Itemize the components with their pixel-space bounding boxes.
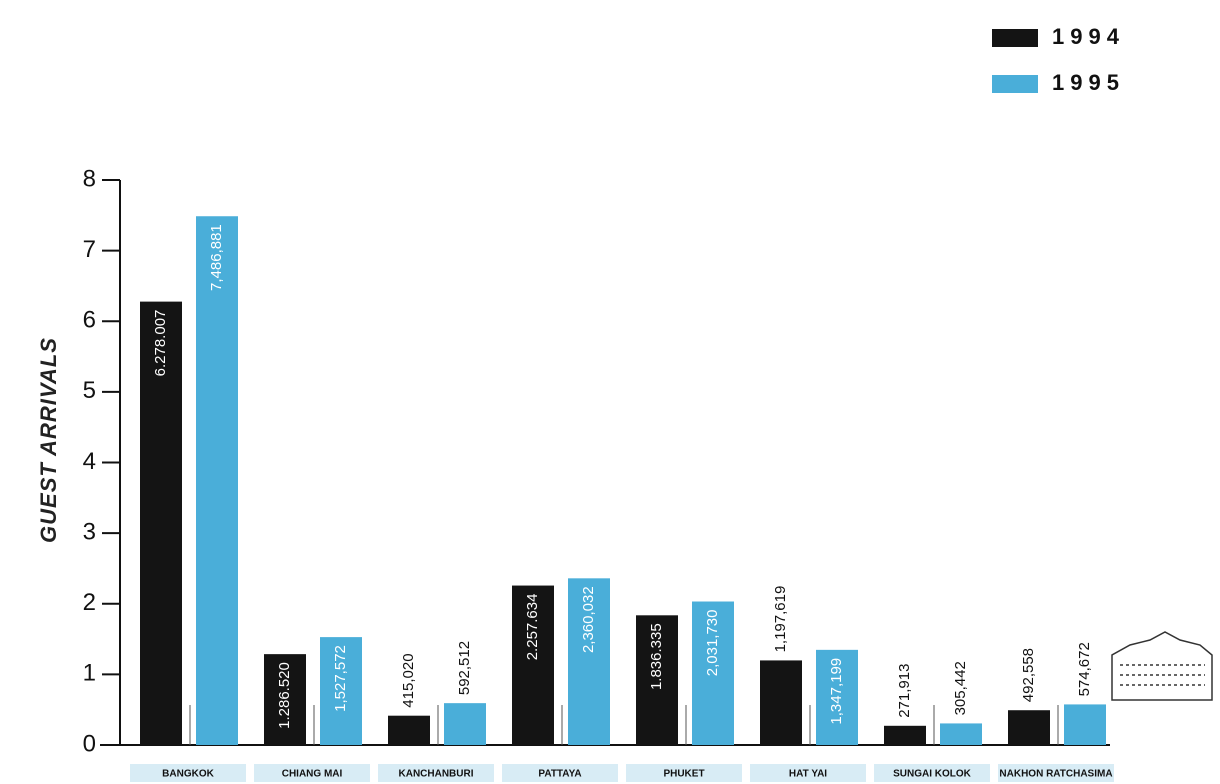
bar [692, 601, 734, 745]
bar [760, 660, 802, 745]
legend-label: 1994 [1052, 24, 1125, 49]
y-tick-label: 3 [83, 518, 96, 545]
value-label: 2,360,032 [580, 586, 597, 653]
y-axis-label: GUEST ARRIVALS [36, 337, 61, 543]
y-tick-label: 2 [83, 589, 96, 616]
value-label: 1.286.520 [276, 662, 293, 729]
value-label: 574,672 [1076, 642, 1093, 696]
value-label: 415,020 [400, 653, 417, 707]
value-label: 1,347,199 [828, 658, 845, 725]
bar [388, 715, 430, 745]
bar [636, 615, 678, 745]
x-tick-label: HAT YAI [789, 769, 827, 780]
x-tick-label: NAKHON RATCHASIMA [999, 769, 1112, 780]
building-icon [1111, 631, 1213, 701]
category-box [502, 764, 618, 782]
x-tick-label: KANCHANBURI [399, 769, 474, 780]
bar [444, 703, 486, 745]
category-box [130, 764, 246, 782]
bar [196, 216, 238, 746]
x-tick-label: SUNGAI KOLOK [893, 769, 972, 780]
category-box [254, 764, 370, 782]
x-tick-label: PHUKET [663, 769, 704, 780]
bar [140, 301, 182, 745]
value-label: 2.257.634 [524, 594, 541, 661]
bar [568, 578, 610, 745]
legend-swatch [992, 75, 1038, 93]
bar [1064, 704, 1106, 745]
x-tick-label: CHIANG MAI [282, 769, 343, 780]
bar [940, 723, 982, 745]
y-tick-label: 7 [83, 236, 96, 263]
y-tick-label: 6 [83, 307, 96, 334]
value-label: 492,558 [1020, 648, 1037, 702]
y-tick-label: 0 [83, 730, 96, 757]
category-box [378, 764, 494, 782]
y-tick-label: 5 [83, 377, 96, 404]
legend-label: 1995 [1052, 70, 1125, 95]
value-label: 592,512 [456, 641, 473, 695]
y-tick-label: 1 [83, 660, 96, 687]
value-label: 1,527,572 [332, 645, 349, 712]
value-label: 1.836.335 [648, 623, 665, 690]
bar [1008, 710, 1050, 745]
value-label: 271,913 [896, 664, 913, 718]
bar [884, 725, 926, 745]
x-tick-label: BANGKOK [162, 769, 214, 780]
category-box [998, 764, 1114, 782]
bar [264, 654, 306, 745]
value-label: 6.278.007 [152, 310, 169, 377]
category-box [750, 764, 866, 782]
y-tick-label: 4 [83, 448, 96, 475]
value-label: 2,031,730 [704, 610, 721, 677]
bar [320, 637, 362, 745]
value-label: 7,486,881 [208, 224, 225, 291]
value-label: 1,197,619 [772, 586, 789, 653]
x-tick-label: PATTAYA [538, 769, 581, 780]
category-box [874, 764, 990, 782]
y-tick-label: 8 [83, 165, 96, 192]
bar [816, 649, 858, 745]
category-box [626, 764, 742, 782]
legend-swatch [992, 29, 1038, 47]
value-label: 305,442 [952, 661, 969, 715]
bar [512, 585, 554, 745]
